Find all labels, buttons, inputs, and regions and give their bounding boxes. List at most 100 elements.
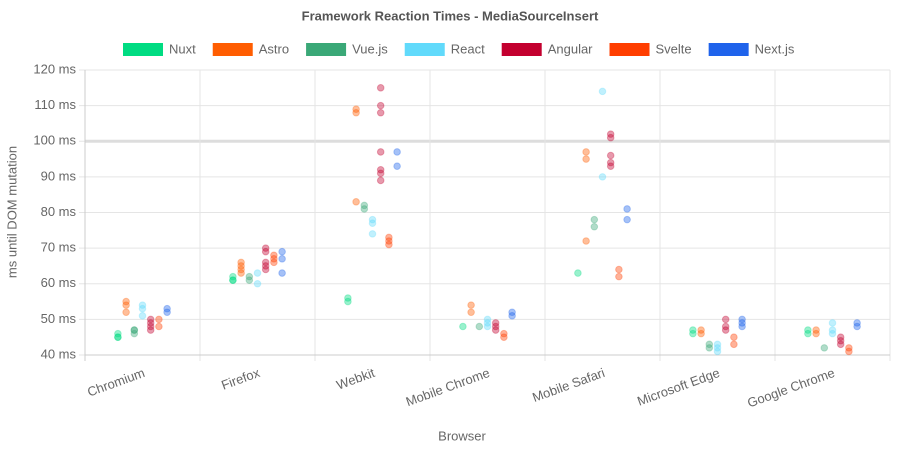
data-point (360, 205, 369, 213)
legend-label: Next.js (755, 41, 795, 56)
data-point (598, 87, 607, 96)
data-point (598, 173, 607, 181)
data-point (270, 255, 278, 263)
data-point (738, 315, 746, 324)
data-point (385, 237, 393, 245)
data-point (245, 272, 254, 281)
data-point (713, 344, 722, 352)
data-point (623, 215, 631, 224)
data-point (606, 130, 615, 138)
data-point (270, 258, 278, 267)
data-point (376, 165, 385, 174)
data-point (705, 344, 714, 352)
legend-swatch (708, 43, 749, 56)
data-point (376, 169, 385, 178)
data-point (606, 162, 615, 170)
data-point (845, 344, 853, 352)
data-point (352, 198, 360, 206)
data-point (459, 322, 467, 331)
data-point (475, 322, 484, 331)
data-point (467, 301, 475, 309)
data-point (853, 322, 861, 331)
data-point (582, 237, 590, 245)
data-point (491, 319, 500, 327)
data-point (261, 262, 270, 270)
data-point (376, 84, 385, 92)
x-tick-label: Microsoft Edge (635, 365, 722, 409)
data-point (237, 265, 245, 274)
data-point (705, 340, 714, 349)
data-point (229, 276, 237, 284)
data-point (368, 219, 377, 227)
data-point (812, 329, 820, 338)
data-point (270, 251, 278, 260)
data-point (352, 105, 360, 113)
y-tick-label: 90 ms (41, 168, 77, 183)
data-point (508, 308, 516, 317)
data-point (804, 326, 812, 334)
y-axis-label: ms until DOM mutation (4, 146, 19, 278)
data-point (146, 326, 155, 334)
data-point (820, 344, 829, 352)
data-point (352, 108, 360, 117)
data-point (229, 272, 237, 281)
data-point (237, 258, 245, 267)
data-point (385, 233, 393, 242)
data-point (122, 301, 130, 309)
data-point (376, 176, 385, 185)
data-point (360, 201, 369, 210)
data-point (483, 319, 492, 327)
data-point (721, 322, 730, 331)
data-point (689, 326, 697, 334)
data-point (122, 297, 130, 306)
data-point (828, 319, 837, 327)
data-point (138, 304, 147, 313)
data-point (738, 319, 746, 327)
data-point (130, 326, 139, 334)
y-tick-label: 70 ms (41, 240, 77, 255)
legend-label: Nuxt (169, 41, 196, 56)
data-point (261, 244, 270, 252)
data-point (368, 215, 377, 224)
x-tick-label: Mobile Safari (530, 365, 607, 405)
chart-title: Framework Reaction Times - MediaSourceIn… (302, 8, 599, 23)
data-point (376, 101, 385, 110)
data-point (163, 308, 171, 317)
x-axis-label: Browser (438, 428, 486, 443)
legend-label: Svelte (656, 41, 692, 56)
data-point (483, 322, 492, 331)
data-point (721, 326, 730, 334)
data-point (697, 326, 705, 334)
x-tick-label: Firefox (219, 365, 262, 393)
data-point (738, 322, 746, 331)
data-point (229, 276, 237, 284)
data-point (623, 205, 631, 213)
data-point (146, 319, 155, 327)
data-point (730, 333, 738, 341)
data-point (278, 255, 286, 263)
legend-swatch (609, 43, 650, 56)
data-point (606, 151, 615, 160)
y-tick-label: 120 ms (33, 61, 76, 76)
y-tick-label: 80 ms (41, 204, 77, 219)
data-point (146, 322, 155, 331)
data-point (812, 326, 820, 334)
data-point (606, 158, 615, 167)
x-tick-label: Chromium (85, 365, 146, 400)
y-tick-label: 110 ms (34, 97, 76, 112)
y-tick-label: 60 ms (41, 275, 77, 290)
data-point (114, 333, 122, 341)
x-tick-label: Mobile Chrome (404, 365, 492, 409)
data-point (237, 262, 245, 270)
data-point (261, 265, 270, 274)
data-point (344, 294, 352, 302)
data-point (163, 304, 171, 313)
legend-label: Astro (259, 41, 289, 56)
data-point (344, 297, 352, 306)
data-point (845, 347, 853, 356)
legend-label: Angular (548, 41, 593, 56)
data-point (138, 312, 147, 320)
data-point (828, 326, 837, 334)
data-point (483, 315, 492, 324)
y-tick-label: 50 ms (41, 311, 77, 326)
